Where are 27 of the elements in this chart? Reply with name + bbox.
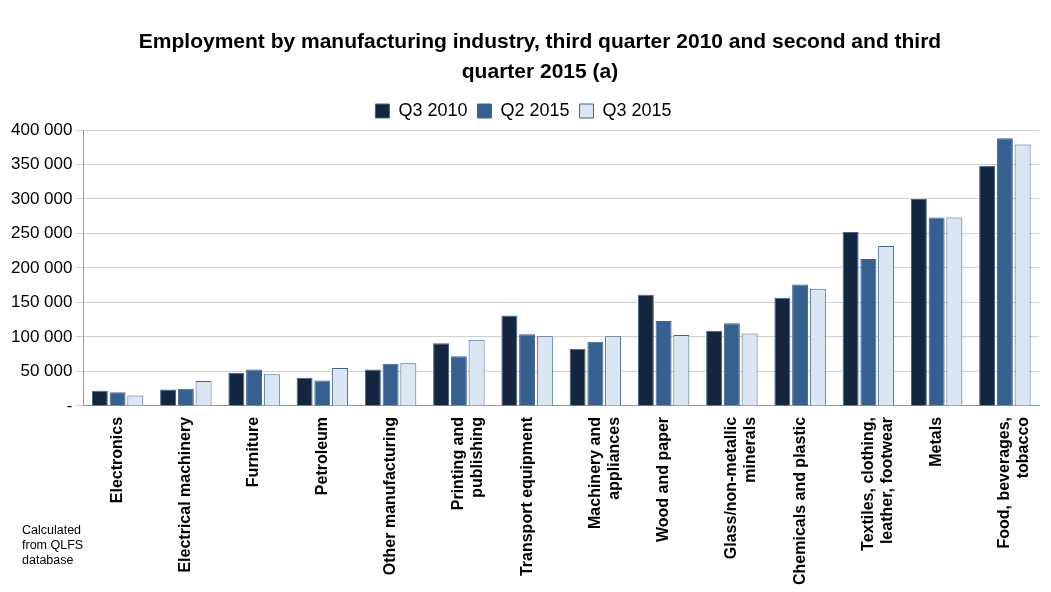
y-tick-label: 200 000 xyxy=(11,257,73,277)
x-tick-label: Transport equipment xyxy=(517,416,535,577)
legend-label: Q3 2010 xyxy=(398,99,468,120)
x-tick-label: Wood and paper xyxy=(654,416,672,542)
x-tick-label: Electronics xyxy=(107,416,125,504)
x-tick-label: Electrical machinery xyxy=(176,416,194,573)
y-tick-label: 350 000 xyxy=(11,154,73,174)
x-tick-label: Furniture xyxy=(244,416,262,488)
y-tick-label: 300 000 xyxy=(11,188,73,208)
y-tick-label: 50 000 xyxy=(20,361,73,381)
x-tick-label: Glass/non-metallic minerals xyxy=(722,416,759,560)
x-tick-label: Chemicals and plastic xyxy=(790,416,808,585)
legend-label: Q2 2015 xyxy=(500,99,570,120)
text: Calculated from QLFS database xyxy=(22,523,85,568)
x-tick-label: Machinery and appliances xyxy=(585,416,622,529)
x-tick-label: Metals xyxy=(927,416,945,467)
y-tick-label: 150 000 xyxy=(11,292,73,312)
x-tick-label: Printing and publishing xyxy=(449,416,486,511)
x-tick-label: Petroleum xyxy=(312,416,330,496)
y-tick-label: 250 000 xyxy=(11,223,73,243)
x-tick-label: Other manufacturing xyxy=(381,416,398,576)
legend-label: Q3 2015 xyxy=(602,99,672,120)
y-tick-label: 100 000 xyxy=(11,326,73,346)
chart-title: Employment by manufacturing industry, third quarter 2010 and second and third quarter 2015 (a) xyxy=(137,28,943,84)
y-tick-label: - xyxy=(66,395,73,415)
x-tick-label: Food, beverages, tobacco xyxy=(995,416,1032,549)
y-tick-label: 400 000 xyxy=(11,119,73,139)
